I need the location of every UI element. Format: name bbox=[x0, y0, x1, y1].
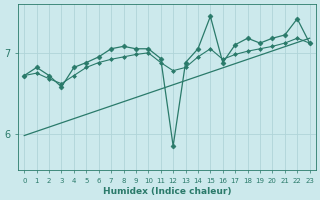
X-axis label: Humidex (Indice chaleur): Humidex (Indice chaleur) bbox=[103, 187, 231, 196]
